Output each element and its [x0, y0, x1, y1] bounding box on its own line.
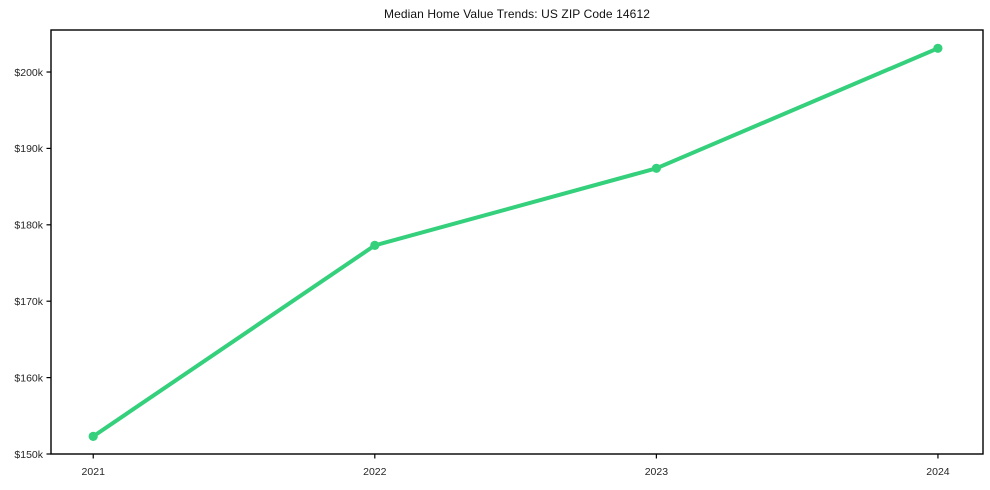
axis-ticks [46, 71, 939, 459]
y-tick-label: $160k [14, 372, 43, 384]
x-tick-label: 2023 [645, 466, 669, 478]
trend-line [91, 46, 940, 439]
y-tick-label: $150k [14, 449, 43, 461]
data-point-marker [933, 43, 943, 53]
y-tick-label: $190k [14, 143, 43, 155]
data-point-marker [88, 431, 98, 441]
y-tick-label: $180k [14, 220, 43, 232]
x-tick-label: 2024 [926, 466, 950, 478]
y-tick-label: $200k [14, 67, 43, 79]
data-point-marker [370, 240, 380, 250]
x-tick-label: 2021 [82, 466, 106, 478]
x-tick-label: 2022 [363, 466, 387, 478]
data-point-marker [651, 163, 662, 173]
axis-tick-labels: $150k $160k $170k $180k $190k $200k 2021 2022 20… [14, 67, 949, 478]
line-series [88, 43, 943, 441]
chart-title: Median Home Value Trends: US ZIP Code 14… [383, 7, 650, 21]
y-tick-label: $170k [14, 296, 43, 308]
plot-frame [50, 29, 984, 455]
